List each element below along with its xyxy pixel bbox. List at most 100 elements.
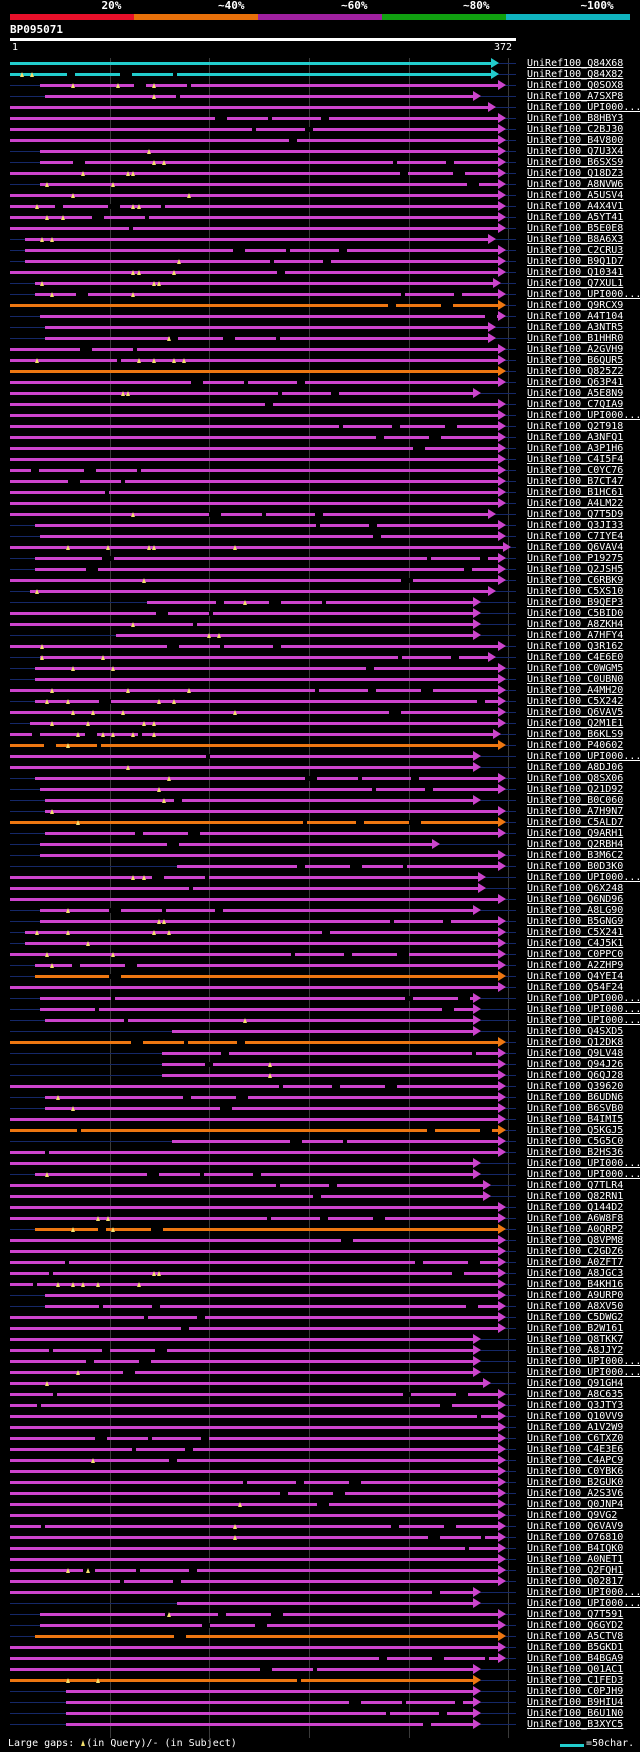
hit-label[interactable]: UniRef100_Q6VAV9 bbox=[527, 1521, 624, 1532]
hit-label[interactable]: UniRef100_A5CTV8 bbox=[527, 1631, 624, 1642]
hit-label[interactable]: UniRef100_Q3JI33 bbox=[527, 520, 624, 531]
hit-label[interactable]: UniRef100_B5GNG9 bbox=[527, 916, 624, 927]
hit-label[interactable]: UniRef100_A8NVW6 bbox=[527, 179, 624, 190]
hit-label[interactable]: UniRef100_B3M6C2 bbox=[527, 850, 624, 861]
hit-label[interactable]: UniRef100_B4V800 bbox=[527, 135, 624, 146]
hit-label[interactable]: UniRef100_Q6X248 bbox=[527, 883, 624, 894]
hit-label[interactable]: UniRef100_C2GDZ6 bbox=[527, 1246, 624, 1257]
hit-label[interactable]: UniRef100_A6W8F8 bbox=[527, 1213, 624, 1224]
hit-label[interactable]: UniRef100_C2CRU3 bbox=[527, 245, 624, 256]
hit-label[interactable]: UniRef100_Q94J26 bbox=[527, 1059, 624, 1070]
hit-label[interactable]: UniRef100_Q0SOX8 bbox=[527, 80, 624, 91]
hit-label[interactable]: UniRef100_UPI000... bbox=[527, 1004, 640, 1015]
hit-label[interactable]: UniRef100_A3NFQ1 bbox=[527, 432, 624, 443]
hit-label[interactable]: UniRef100_Q0JNP4 bbox=[527, 1499, 624, 1510]
hit-label[interactable]: UniRef100_C5ALD7 bbox=[527, 817, 624, 828]
hit-label[interactable]: UniRef100_Q9LV48 bbox=[527, 1048, 624, 1059]
hit-label[interactable]: UniRef100_A8LG90 bbox=[527, 905, 624, 916]
hit-label[interactable]: UniRef100_A8JGC3 bbox=[527, 1268, 624, 1279]
hit-label[interactable]: UniRef100_A4T104 bbox=[527, 311, 624, 322]
hit-label[interactable]: UniRef100_UPI000... bbox=[527, 1169, 640, 1180]
hit-label[interactable]: UniRef100_Q7XUL1 bbox=[527, 278, 624, 289]
hit-label[interactable]: UniRef100_B2GUK0 bbox=[527, 1477, 624, 1488]
hit-label[interactable]: UniRef100_A7HFY4 bbox=[527, 630, 624, 641]
hit-label[interactable]: UniRef100_B6SVB0 bbox=[527, 1103, 624, 1114]
hit-label[interactable]: UniRef100_Q12DK8 bbox=[527, 1037, 624, 1048]
hit-label[interactable]: UniRef100_B1HC61 bbox=[527, 487, 624, 498]
hit-label[interactable]: UniRef100_Q9RCX9 bbox=[527, 300, 624, 311]
hit-label[interactable]: UniRef100_B4BGA9 bbox=[527, 1653, 624, 1664]
hit-label[interactable]: UniRef100_B2HS36 bbox=[527, 1147, 624, 1158]
hit-label[interactable]: UniRef100_A0NET1 bbox=[527, 1554, 624, 1565]
hit-label[interactable]: UniRef100_Q8SX06 bbox=[527, 773, 624, 784]
hit-label[interactable]: UniRef100_C5X241 bbox=[527, 927, 624, 938]
hit-label[interactable]: UniRef100_Q3JTY3 bbox=[527, 1400, 624, 1411]
hit-label[interactable]: UniRef100_B9QEP3 bbox=[527, 597, 624, 608]
hit-label[interactable]: UniRef100_B5E0E8 bbox=[527, 223, 624, 234]
hit-label[interactable]: UniRef100_UPI000... bbox=[527, 102, 640, 113]
hit-label[interactable]: UniRef100_C4E6E0 bbox=[527, 652, 624, 663]
hit-label[interactable]: UniRef100_B9HIU4 bbox=[527, 1697, 624, 1708]
hit-label[interactable]: UniRef100_Q02817 bbox=[527, 1576, 624, 1587]
hit-label[interactable]: UniRef100_Q6VAV5 bbox=[527, 707, 624, 718]
hit-label[interactable]: UniRef100_C2BJ30 bbox=[527, 124, 624, 135]
hit-label[interactable]: UniRef100_Q84X68 bbox=[527, 58, 624, 69]
hit-label[interactable]: UniRef100_A2S3V6 bbox=[527, 1488, 624, 1499]
hit-label[interactable]: UniRef100_A4LM22 bbox=[527, 498, 624, 509]
hit-label[interactable]: UniRef100_A1V2W9 bbox=[527, 1422, 624, 1433]
hit-label[interactable]: UniRef100_Q8VPM8 bbox=[527, 1235, 624, 1246]
hit-label[interactable]: UniRef100_Q54F24 bbox=[527, 982, 624, 993]
hit-label[interactable]: UniRef100_Q10341 bbox=[527, 267, 624, 278]
hit-label[interactable]: UniRef100_Q9ARH1 bbox=[527, 828, 624, 839]
hit-label[interactable]: UniRef100_A8DJ06 bbox=[527, 762, 624, 773]
hit-label[interactable]: UniRef100_A2ZHP9 bbox=[527, 960, 624, 971]
hit-label[interactable]: UniRef100_Q2JSH5 bbox=[527, 564, 624, 575]
hit-label[interactable]: UniRef100_Q82RN1 bbox=[527, 1191, 624, 1202]
hit-label[interactable]: UniRef100_Q6QJ28 bbox=[527, 1070, 624, 1081]
hit-label[interactable]: UniRef100_B5GKD1 bbox=[527, 1642, 624, 1653]
hit-label[interactable]: UniRef100_C0WGM5 bbox=[527, 663, 624, 674]
hit-label[interactable]: UniRef100_A8XV50 bbox=[527, 1301, 624, 1312]
hit-label[interactable]: UniRef100_A5YT41 bbox=[527, 212, 624, 223]
hit-label[interactable]: UniRef100_C7IYE4 bbox=[527, 531, 624, 542]
hit-label[interactable]: UniRef100_Q7TLR4 bbox=[527, 1180, 624, 1191]
hit-label[interactable]: UniRef100_Q7U3X4 bbox=[527, 146, 624, 157]
hit-label[interactable]: UniRef100_C5XS10 bbox=[527, 586, 624, 597]
hit-label[interactable]: UniRef100_Q7T591 bbox=[527, 1609, 624, 1620]
hit-label[interactable]: UniRef100_Q6GYD2 bbox=[527, 1620, 624, 1631]
hit-label[interactable]: UniRef100_UPI000... bbox=[527, 410, 640, 421]
hit-label[interactable]: UniRef100_Q5KGJ5 bbox=[527, 1125, 624, 1136]
hit-label[interactable]: UniRef100_Q21D92 bbox=[527, 784, 624, 795]
hit-label[interactable]: UniRef100_Q7T5D9 bbox=[527, 509, 624, 520]
hit-label[interactable]: UniRef100_A5USV4 bbox=[527, 190, 624, 201]
hit-label[interactable]: UniRef100_B6UDN6 bbox=[527, 1092, 624, 1103]
hit-label[interactable]: UniRef100_C5BID0 bbox=[527, 608, 624, 619]
hit-label[interactable]: UniRef100_C4I5F4 bbox=[527, 454, 624, 465]
hit-label[interactable]: UniRef100_B1HHR0 bbox=[527, 333, 624, 344]
hit-label[interactable]: UniRef100_C6RBK9 bbox=[527, 575, 624, 586]
hit-label[interactable]: UniRef100_C0PPC0 bbox=[527, 949, 624, 960]
hit-label[interactable]: UniRef100_UPI000... bbox=[527, 1356, 640, 1367]
hit-label[interactable]: UniRef100_A8ZKH4 bbox=[527, 619, 624, 630]
hit-label[interactable]: UniRef100_A0QRP2 bbox=[527, 1224, 624, 1235]
hit-label[interactable]: UniRef100_A2GVH9 bbox=[527, 344, 624, 355]
hit-label[interactable]: UniRef100_C0UBN0 bbox=[527, 674, 624, 685]
hit-label[interactable]: UniRef100_B4IMI5 bbox=[527, 1114, 624, 1125]
hit-label[interactable]: UniRef100_Q9VG2 bbox=[527, 1510, 618, 1521]
hit-label[interactable]: UniRef100_P40602 bbox=[527, 740, 624, 751]
hit-label[interactable]: UniRef100_B3XYC5 bbox=[527, 1719, 624, 1730]
hit-label[interactable]: UniRef100_C1FED3 bbox=[527, 1675, 624, 1686]
hit-label[interactable]: UniRef100_O76810 bbox=[527, 1532, 624, 1543]
hit-label[interactable]: UniRef100_Q4YEI4 bbox=[527, 971, 624, 982]
hit-label[interactable]: UniRef100_C7QIA9 bbox=[527, 399, 624, 410]
hit-label[interactable]: UniRef100_Q144D2 bbox=[527, 1202, 624, 1213]
hit-label[interactable]: UniRef100_Q10VV9 bbox=[527, 1411, 624, 1422]
hit-label[interactable]: UniRef100_UPI000... bbox=[527, 872, 640, 883]
hit-label[interactable]: UniRef100_A0ZFT7 bbox=[527, 1257, 624, 1268]
hit-label[interactable]: UniRef100_A8C635 bbox=[527, 1389, 624, 1400]
hit-label[interactable]: UniRef100_C5DWG2 bbox=[527, 1312, 624, 1323]
hit-label[interactable]: UniRef100_C0PJH9 bbox=[527, 1686, 624, 1697]
hit-label[interactable]: UniRef100_A4MH20 bbox=[527, 685, 624, 696]
hit-label[interactable]: UniRef100_UPI000... bbox=[527, 1598, 640, 1609]
hit-label[interactable]: UniRef100_C6TXZ0 bbox=[527, 1433, 624, 1444]
